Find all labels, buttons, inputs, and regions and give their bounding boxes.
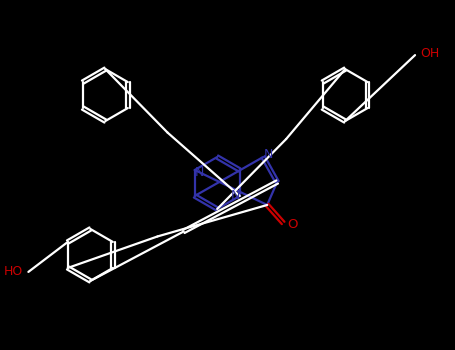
Text: OH: OH <box>420 47 439 60</box>
Text: N: N <box>231 189 240 203</box>
Text: HO: HO <box>4 265 23 278</box>
Text: O: O <box>287 218 298 231</box>
Text: N: N <box>195 166 204 178</box>
Text: N: N <box>263 147 273 161</box>
